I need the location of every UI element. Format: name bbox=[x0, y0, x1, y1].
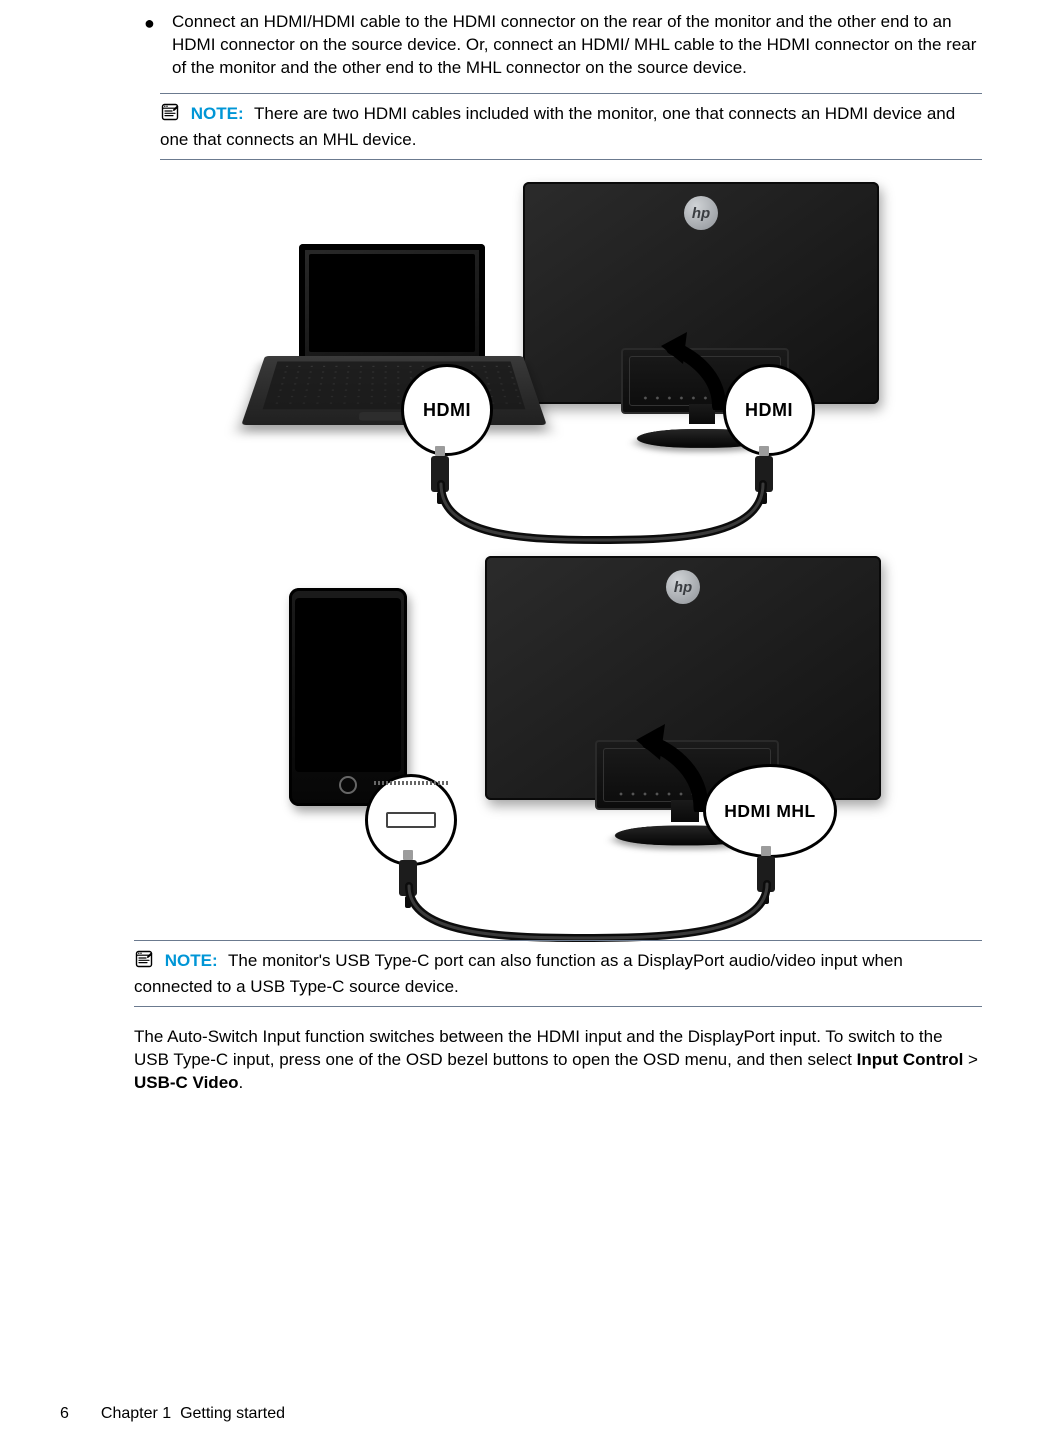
figure-hdmi-hdmi: hp bbox=[160, 178, 982, 546]
page-number: 6 bbox=[60, 1405, 69, 1423]
note-box-1: NOTE: There are two HDMI cables included… bbox=[160, 93, 982, 160]
para-post: . bbox=[239, 1073, 244, 1092]
note-icon bbox=[160, 102, 180, 128]
para-bold-usb-c-video: USB-C Video bbox=[134, 1073, 239, 1092]
page: ● Connect an HDMI/HDMI cable to the HDMI… bbox=[0, 0, 1052, 1445]
callout-monitor-hdmi-label: HDMI bbox=[745, 400, 793, 421]
note-icon bbox=[134, 949, 154, 975]
hdmi-cable bbox=[411, 478, 811, 548]
page-footer: 6 Chapter 1 Getting started bbox=[0, 1405, 1052, 1423]
callout-source-hdmi-label: HDMI bbox=[423, 400, 471, 421]
bullet-item: ● Connect an HDMI/HDMI cable to the HDMI… bbox=[144, 10, 982, 79]
footer-chapter: Chapter 1 Getting started bbox=[101, 1405, 285, 1423]
figure-hdmi-mhl: hp bbox=[160, 556, 982, 926]
phone-home-button bbox=[339, 776, 357, 794]
mhl-cable bbox=[379, 880, 799, 946]
footer-chapter-title: Getting started bbox=[180, 1405, 285, 1422]
phone bbox=[289, 588, 407, 806]
callout-source-hdmi: HDMI bbox=[401, 364, 493, 456]
callout-monitor-hdmi: HDMI bbox=[723, 364, 815, 456]
note-text-1: There are two HDMI cables included with … bbox=[160, 104, 955, 149]
closing-block: NOTE: The monitor's USB Type-C port can … bbox=[134, 940, 982, 1094]
media-icon bbox=[301, 606, 343, 648]
note-label: NOTE: bbox=[191, 104, 244, 123]
note-box-2: NOTE: The monitor's USB Type-C port can … bbox=[134, 940, 982, 1007]
bullet-marker: ● bbox=[144, 10, 172, 79]
content-column: ● Connect an HDMI/HDMI cable to the HDMI… bbox=[160, 10, 982, 1094]
hp-logo: hp bbox=[684, 196, 718, 230]
footer-chapter-label: Chapter 1 bbox=[101, 1405, 171, 1422]
callout-monitor-hdmi-mhl-label: HDMI MHL bbox=[724, 801, 815, 822]
callout-monitor-hdmi-mhl: HDMI MHL bbox=[703, 764, 837, 858]
hp-logo-2: hp bbox=[666, 570, 700, 604]
para-bold-input-control: Input Control bbox=[857, 1050, 964, 1069]
mhl-port-icon bbox=[386, 812, 436, 828]
bullet-text: Connect an HDMI/HDMI cable to the HDMI c… bbox=[172, 10, 982, 79]
para-sep: > bbox=[963, 1050, 978, 1069]
para-pre: The Auto-Switch Input function switches … bbox=[134, 1027, 943, 1069]
note-label: NOTE: bbox=[165, 951, 218, 970]
note-text-2: The monitor's USB Type-C port can also f… bbox=[134, 951, 903, 996]
auto-switch-paragraph: The Auto-Switch Input function switches … bbox=[134, 1025, 982, 1094]
